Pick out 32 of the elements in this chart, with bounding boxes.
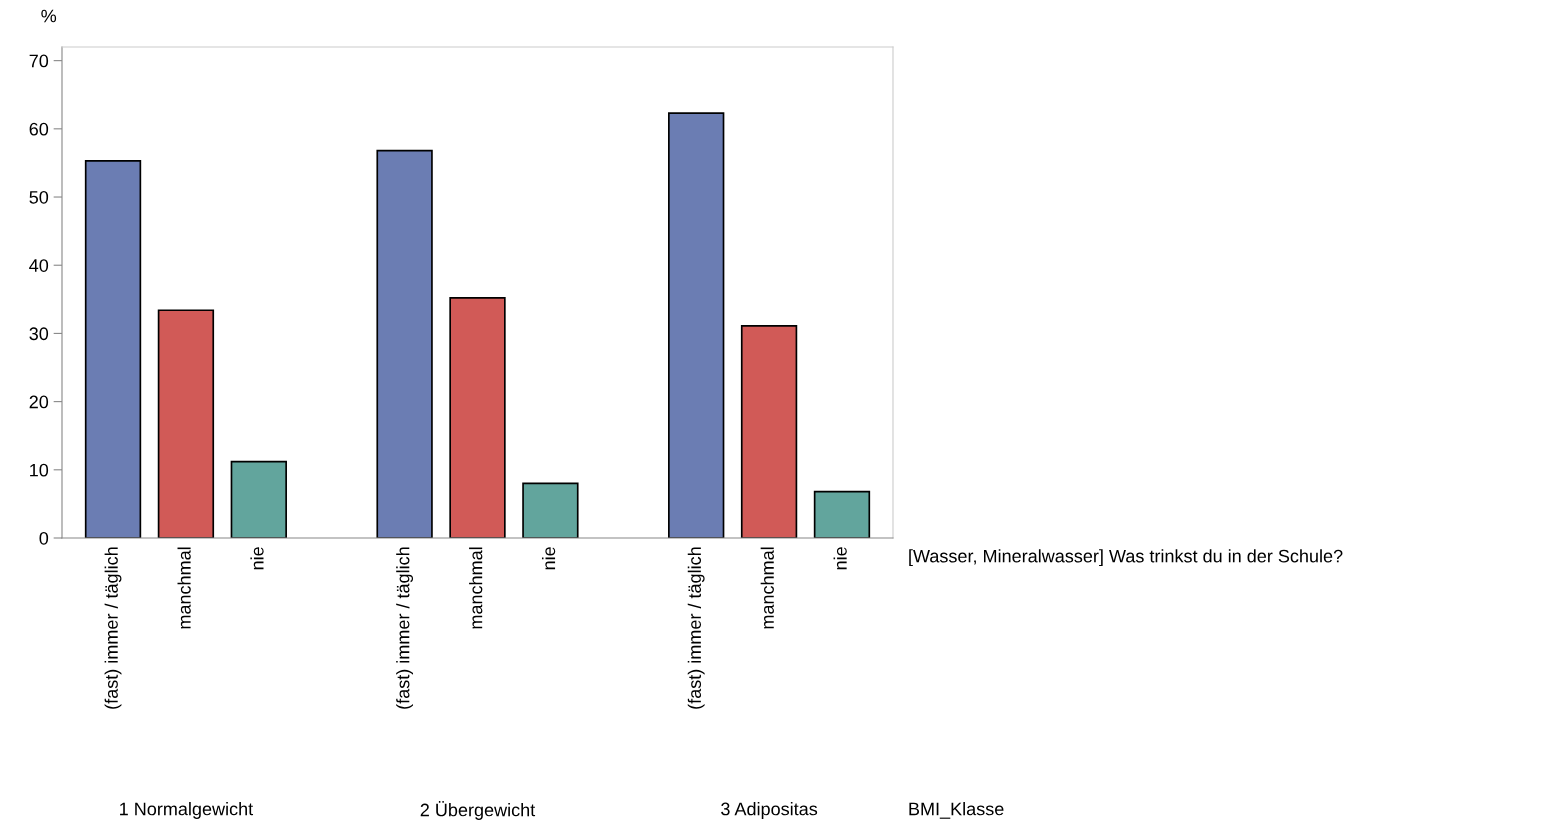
bar bbox=[84, 160, 142, 538]
text: 3 Adipositas bbox=[721, 802, 818, 819]
x-tick-label: (fast) immer / täglich bbox=[687, 547, 705, 709]
x-tick-label: nie bbox=[833, 547, 847, 570]
x-tick-label: nie bbox=[541, 547, 556, 570]
bar bbox=[813, 490, 871, 538]
bar bbox=[230, 460, 287, 538]
y-tick-label: 60 bbox=[29, 122, 49, 136]
text: 1 Normalgewicht bbox=[120, 802, 254, 819]
y-tick-label: 10 bbox=[30, 463, 49, 477]
text: 2 Übergewicht bbox=[420, 801, 536, 820]
y-tick-label: 40 bbox=[29, 259, 49, 272]
bar bbox=[449, 297, 506, 538]
x-tick-label: (fast) immer / täglich bbox=[396, 547, 414, 709]
text: BMI_Klasse bbox=[909, 802, 1004, 819]
x-tick-label: manchmal bbox=[469, 547, 483, 629]
bar bbox=[157, 309, 215, 538]
y-tick-label: 30 bbox=[29, 327, 49, 341]
bar bbox=[522, 482, 579, 538]
y-tick-label: 20 bbox=[29, 395, 49, 409]
y-tick-label: 50 bbox=[29, 190, 49, 204]
bar bbox=[668, 112, 725, 538]
x-tick-label: manchmal bbox=[760, 547, 774, 629]
y-tick-label: 0 bbox=[39, 531, 49, 545]
bar bbox=[740, 325, 798, 538]
bar bbox=[376, 149, 433, 538]
x-tick-label: manchmal bbox=[177, 547, 191, 629]
x-tick-label: (fast) immer / täglich bbox=[104, 547, 122, 709]
y-tick-label: 70 bbox=[29, 54, 49, 68]
y-axis-title: % bbox=[41, 9, 57, 23]
x-tick-label: nie bbox=[250, 547, 264, 570]
text: [Wasser, Mineralwasser] Was trinkst du in der Schule? bbox=[909, 549, 1343, 567]
